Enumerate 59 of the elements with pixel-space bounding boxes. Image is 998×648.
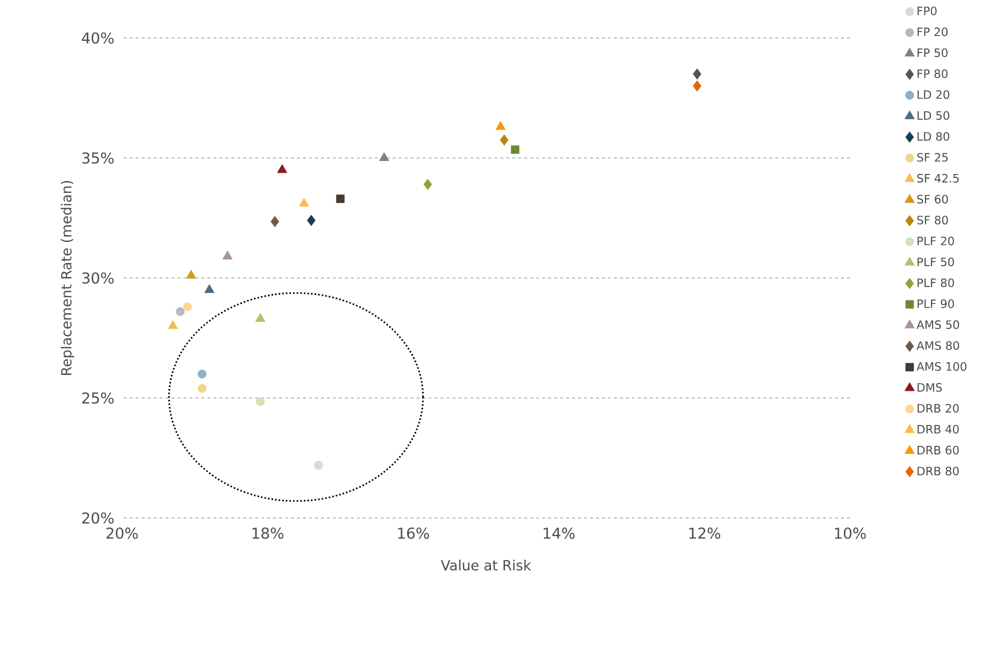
y-tick-label: 25%	[82, 392, 114, 404]
point	[510, 145, 520, 154]
legend-label: LD 50	[918, 111, 950, 120]
point	[168, 320, 178, 329]
y-tick-label: 35%	[82, 152, 114, 164]
point	[336, 194, 345, 203]
x-tick-label: 18%	[252, 528, 284, 539]
legend-label: FP 80	[918, 69, 948, 78]
point	[692, 68, 702, 80]
point	[198, 384, 206, 393]
legend-label: SF 25	[917, 152, 948, 162]
point	[379, 152, 390, 161]
legend-label: FP 50	[918, 48, 948, 58]
point	[692, 80, 702, 92]
y-tick-label: 20%	[82, 512, 114, 524]
point	[314, 460, 323, 470]
point	[298, 198, 310, 207]
point	[256, 397, 265, 406]
legend-label: AMS 80	[916, 341, 960, 350]
x-axis-title: Value at Risk	[440, 560, 532, 571]
point	[496, 120, 506, 130]
point	[424, 178, 432, 190]
x-tick-label: 20%	[106, 528, 138, 539]
legend-label: SF 60	[917, 194, 948, 204]
legend-label: PLF 90	[918, 299, 954, 308]
point	[255, 312, 266, 322]
legend-label: DRB 80	[918, 466, 959, 476]
legend-label: FP0	[918, 6, 937, 16]
legend-label: AMS 50	[916, 320, 960, 329]
x-tick-label: 16%	[398, 528, 430, 539]
y-axis-title: Replacement Rate (median)	[60, 181, 74, 375]
legend-label: PLF 20	[918, 236, 954, 246]
x-tick-label: 10%	[834, 528, 866, 539]
legend-label: PLF 50	[918, 258, 954, 266]
point	[222, 250, 233, 260]
legend-label: SF 42.5	[917, 174, 959, 183]
legend-label: PLF 80	[918, 278, 954, 288]
x-tick-label: 12%	[689, 528, 720, 539]
legend-label: LD 20	[918, 90, 950, 99]
point	[198, 370, 206, 378]
point	[204, 284, 214, 293]
point	[307, 214, 316, 226]
y-tick-label: 40%	[82, 32, 114, 44]
legend-label: FP 20	[918, 28, 948, 36]
point	[277, 164, 288, 173]
x-tick-label: 14%	[544, 528, 575, 539]
point	[183, 302, 192, 312]
legend-label: SF 80	[917, 216, 948, 224]
point	[270, 216, 280, 228]
legend-label: AMS 100	[916, 362, 966, 371]
legend-label: DRB 40	[918, 424, 959, 434]
point	[186, 270, 196, 279]
point	[176, 307, 185, 316]
legend-label: DRB 20	[918, 404, 959, 413]
point	[500, 134, 508, 146]
legend-label: DRB 60	[918, 446, 959, 454]
legend-label: LD 80	[918, 132, 950, 141]
legend-label: DMS	[918, 383, 942, 392]
y-tick-label: 30%	[82, 272, 114, 284]
